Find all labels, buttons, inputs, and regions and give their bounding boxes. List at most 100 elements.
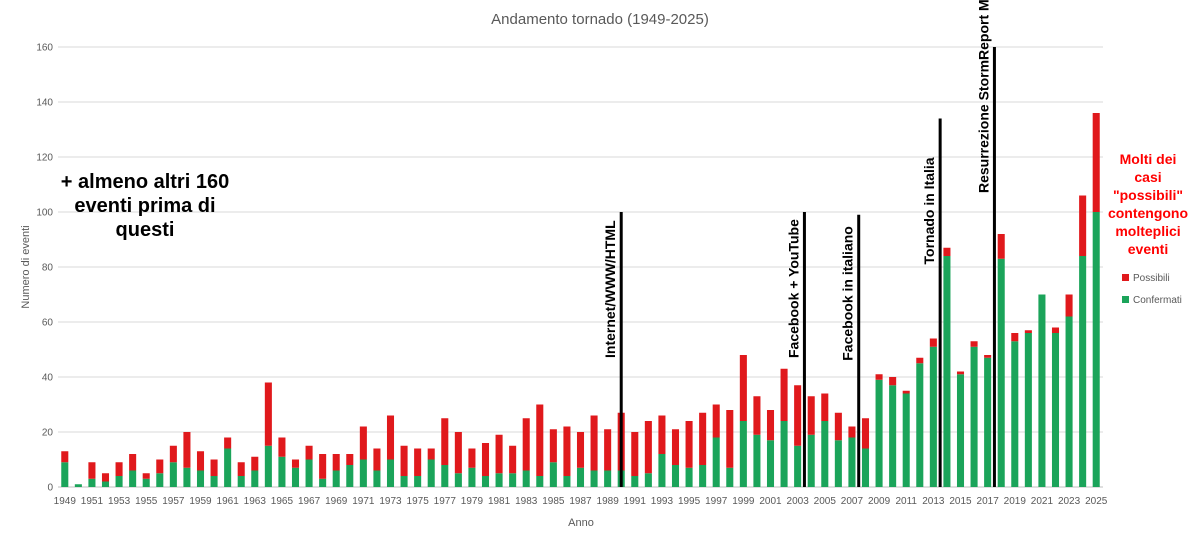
note-possible-cases-line: molteplici (1115, 223, 1180, 239)
bar-possibili (658, 415, 666, 454)
y-tick-label: 140 (36, 98, 53, 109)
bar-possibili (576, 432, 585, 468)
bar-confermati (305, 459, 313, 487)
bar-possibili (726, 410, 734, 468)
bar-confermati (1079, 256, 1087, 487)
x-tick-label: 2009 (868, 496, 891, 507)
bar-confermati (386, 459, 395, 487)
bar-confermati (224, 448, 232, 487)
bar-confermati (1024, 333, 1032, 487)
x-tick-label: 1981 (488, 496, 511, 507)
bar-confermati (889, 385, 897, 487)
x-tick-label: 1979 (461, 496, 484, 507)
bar-possibili (332, 454, 340, 471)
event-marker-label: Internet/WWW/HTML (602, 220, 618, 358)
event-marker-label: Facebook in italiano (840, 226, 856, 361)
bar-confermati (183, 467, 191, 487)
bar-confermati (74, 484, 82, 487)
x-tick-label: 1949 (54, 496, 77, 507)
bar-possibili (1024, 330, 1032, 333)
bar-possibili (386, 415, 395, 460)
bar-possibili (794, 385, 802, 446)
x-tick-label: 2021 (1031, 496, 1054, 507)
x-tick-label: 1961 (217, 496, 240, 507)
note-possible-cases-line: eventi (1128, 241, 1168, 257)
event-markers: Internet/WWW/HTML Facebook + YouTube Faceb… (602, 0, 996, 487)
x-tick-label: 2007 (841, 496, 864, 507)
bar-possibili (468, 448, 476, 468)
bar-confermati (753, 434, 761, 487)
bars (61, 113, 1100, 487)
y-tick-label: 120 (36, 153, 53, 164)
bar-possibili (753, 396, 761, 435)
bar-confermati (210, 476, 218, 487)
x-tick-label: 2023 (1058, 496, 1081, 507)
bar-confermati (685, 467, 693, 487)
bar-confermati (522, 470, 530, 487)
bar-confermati (129, 470, 137, 487)
bar-possibili (1079, 195, 1087, 256)
x-tick-label: 1967 (298, 496, 321, 507)
bar-confermati (916, 363, 924, 487)
bar-confermati (780, 421, 788, 487)
bar-confermati (536, 476, 544, 487)
bar-confermati (400, 476, 408, 487)
x-tick-label: 1959 (189, 496, 212, 507)
bar-confermati (251, 470, 259, 487)
bar-possibili (766, 410, 775, 441)
event-marker-label: Facebook + YouTube (785, 219, 801, 358)
bar-possibili (101, 473, 110, 482)
chart-title: Andamento tornado (1949-2025) (491, 11, 709, 28)
bar-possibili (495, 434, 503, 474)
note-possible-cases-line: Molti dei (1120, 151, 1177, 167)
x-tick-label: 2013 (922, 496, 945, 507)
bar-confermati (441, 465, 449, 487)
note-possible-cases-line: "possibili" (1113, 187, 1183, 203)
x-tick-label: 1951 (81, 496, 104, 507)
x-axis-label: Anno (568, 517, 594, 529)
bar-confermati (1038, 294, 1046, 487)
y-tick-label: 60 (42, 318, 54, 329)
note-earlier-events-line: questi (116, 219, 175, 241)
bar-possibili (1065, 294, 1073, 317)
bar-confermati (631, 476, 639, 487)
bar-possibili (848, 426, 856, 438)
bar-possibili (875, 374, 883, 380)
bar-possibili (699, 412, 707, 465)
bar-confermati (671, 465, 680, 487)
bar-possibili (156, 459, 164, 474)
bar-possibili (278, 437, 286, 457)
bar-confermati (291, 467, 300, 487)
bar-possibili (373, 448, 381, 471)
x-tick-label: 1983 (515, 496, 538, 507)
x-tick-label: 1993 (651, 496, 674, 507)
x-tick-label: 1973 (379, 496, 402, 507)
x-tick-label: 1957 (162, 496, 185, 507)
bar-possibili (889, 377, 897, 386)
bar-confermati (848, 437, 856, 487)
bar-confermati (902, 393, 910, 487)
bar-possibili (1092, 113, 1100, 212)
bar-confermati (576, 467, 585, 487)
bar-confermati (956, 374, 965, 487)
bar-confermati (590, 470, 598, 487)
bar-possibili (427, 448, 435, 460)
y-tick-label: 0 (47, 483, 53, 494)
bar-possibili (237, 462, 245, 476)
bar-confermati (699, 465, 707, 487)
bar-possibili (291, 459, 300, 468)
bar-possibili (916, 357, 924, 364)
bar-possibili (984, 355, 992, 358)
bar-confermati (644, 473, 652, 487)
x-tick-label: 1963 (244, 496, 267, 507)
x-tick-label: 2003 (787, 496, 810, 507)
y-tick-label: 100 (36, 208, 53, 219)
x-tick-label: 1991 (624, 496, 647, 507)
bar-confermati (237, 476, 245, 487)
bar-confermati (834, 440, 842, 487)
bar-possibili (264, 382, 272, 446)
bar-confermati (509, 473, 517, 487)
bar-confermati (794, 445, 802, 487)
bar-possibili (834, 412, 842, 441)
